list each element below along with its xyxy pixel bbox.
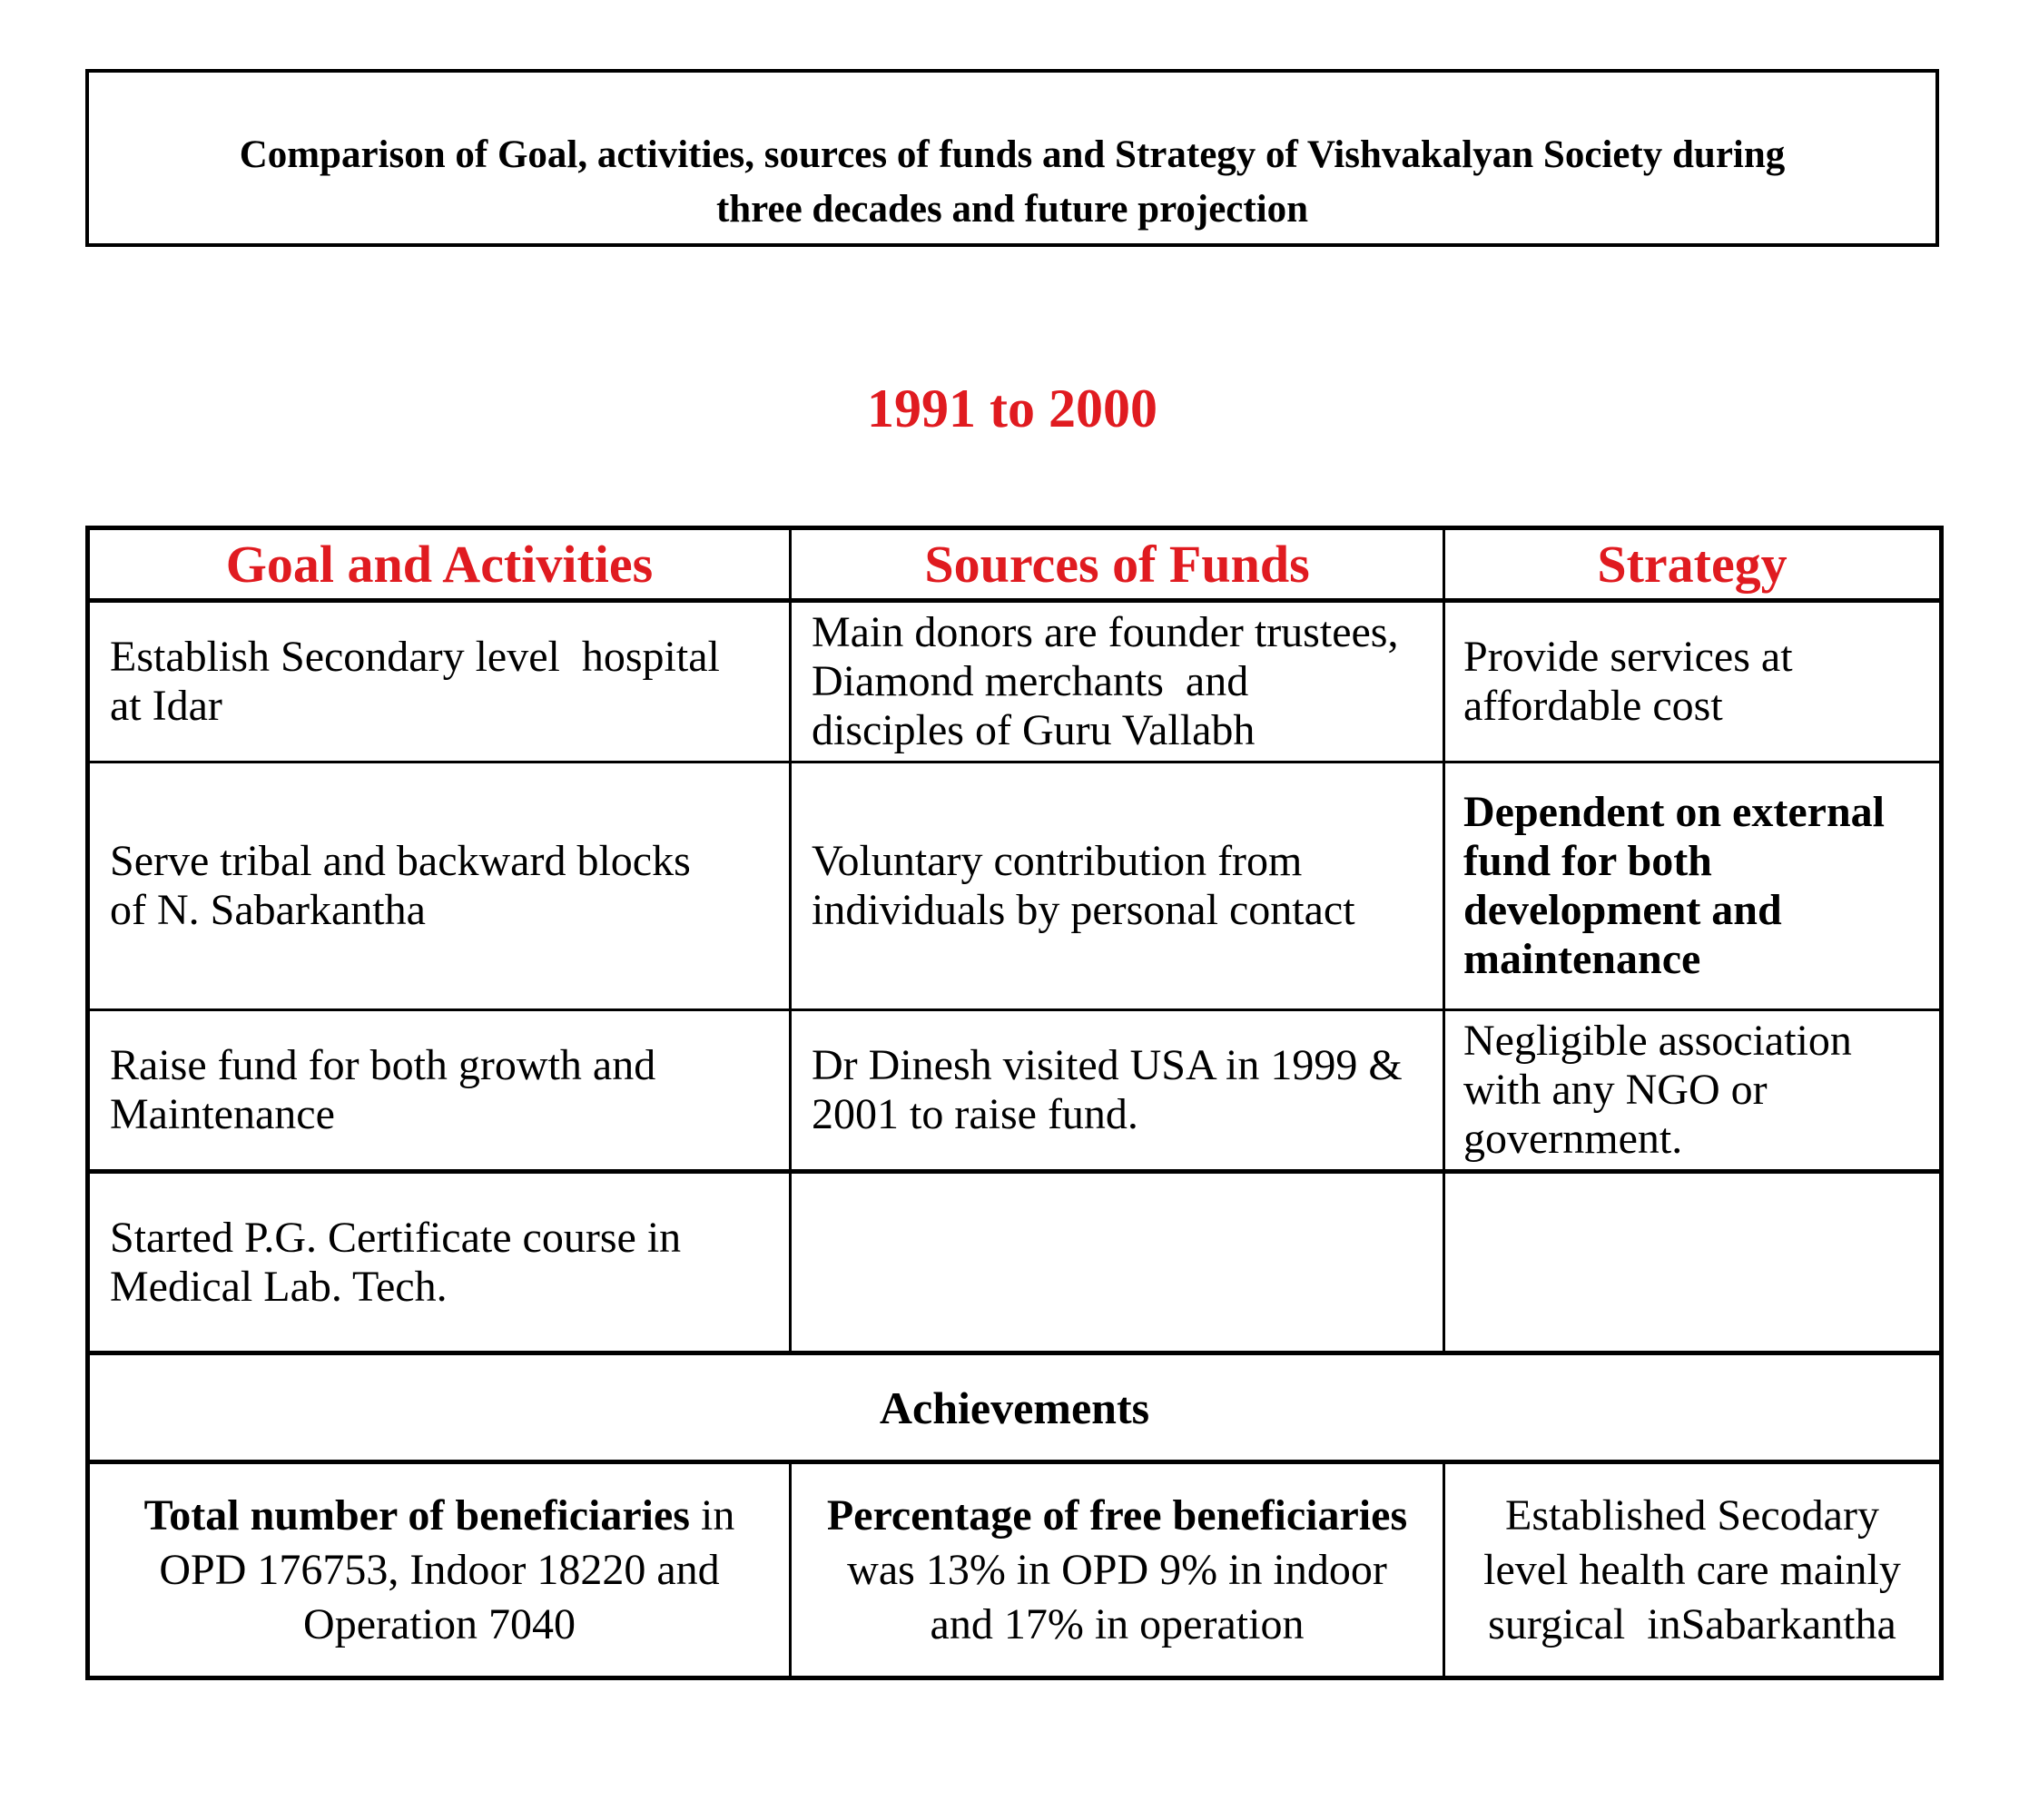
strategy-cell-row-2: Dependent on external fund for both deve… [1443,761,1943,1011]
funds-cell-row-2: Voluntary contribution from individuals … [789,761,1445,1011]
document-title-line-1: Comparison of Goal, activities, sources … [239,133,1786,177]
funds-cell-row-3: Dr Dinesh visited USA in 1999 & 2001 to … [789,1008,1445,1174]
achievements-data-row: Total number of beneficiaries in OPD 176… [86,1461,1943,1679]
achievement-free-percentage-rest-text: was 13% in OPD 9% in indoor and 17% in o… [847,1490,1419,1648]
strategy-cell-row-4 [1443,1170,1943,1355]
comparison-table: Goal and Activities Sources of Funds Str… [85,526,1944,1680]
goal-cell-row-4: Started P.G. Certificate course in Medic… [86,1170,792,1355]
goal-cell-row-3: Raise fund for both growth and Maintenan… [86,1008,792,1174]
table-row: Started P.G. Certificate course in Medic… [86,1170,1943,1355]
funds-cell-row-1: Main donors are founder trustees, Diamon… [789,599,1445,763]
achievement-free-percentage-bold-text: Percentage of free beneficiaries [826,1490,1408,1540]
column-header-strategy: Strategy [1443,526,1943,603]
table-header-row: Goal and Activities Sources of Funds Str… [86,526,1943,603]
achievement-beneficiaries-rest-text: in OPD 176753, Indoor 18220 and Operatio… [159,1490,746,1648]
achievement-beneficiaries-cell: Total number of beneficiaries in OPD 176… [86,1461,792,1679]
achievement-beneficiaries-bold-text: Total number of beneficiaries [143,1490,690,1540]
column-header-goal-and-activities: Goal and Activities [86,526,792,603]
table-row: Raise fund for both growth and Maintenan… [86,1008,1943,1174]
achievement-health-care-rest-text: Established Secodary level health care m… [1483,1490,1912,1648]
strategy-cell-row-1: Provide services at affordable cost [1443,599,1943,763]
achievements-header-row: Achievements [86,1352,1943,1464]
achievements-heading: Achievements [86,1352,1943,1464]
document-title-box: Comparison of Goal, activities, sources … [85,69,1939,247]
strategy-cell-row-3: Negligible association with any NGO or g… [1443,1008,1943,1174]
achievement-free-percentage-cell: Percentage of free beneficiaries was 13%… [789,1461,1445,1679]
funds-cell-row-4 [789,1170,1445,1355]
period-heading: 1991 to 2000 [867,379,1157,438]
document-title-line-2: three decades and future projection [715,187,1309,231]
goal-cell-row-1: Establish Secondary level hospital at Id… [86,599,792,763]
table-row: Serve tribal and backward blocks of N. S… [86,761,1943,1011]
column-header-sources-of-funds: Sources of Funds [789,526,1445,603]
goal-cell-row-2: Serve tribal and backward blocks of N. S… [86,761,792,1011]
achievement-health-care-cell: Established Secodary level health care m… [1443,1461,1943,1679]
table-row: Establish Secondary level hospital at Id… [86,599,1943,763]
